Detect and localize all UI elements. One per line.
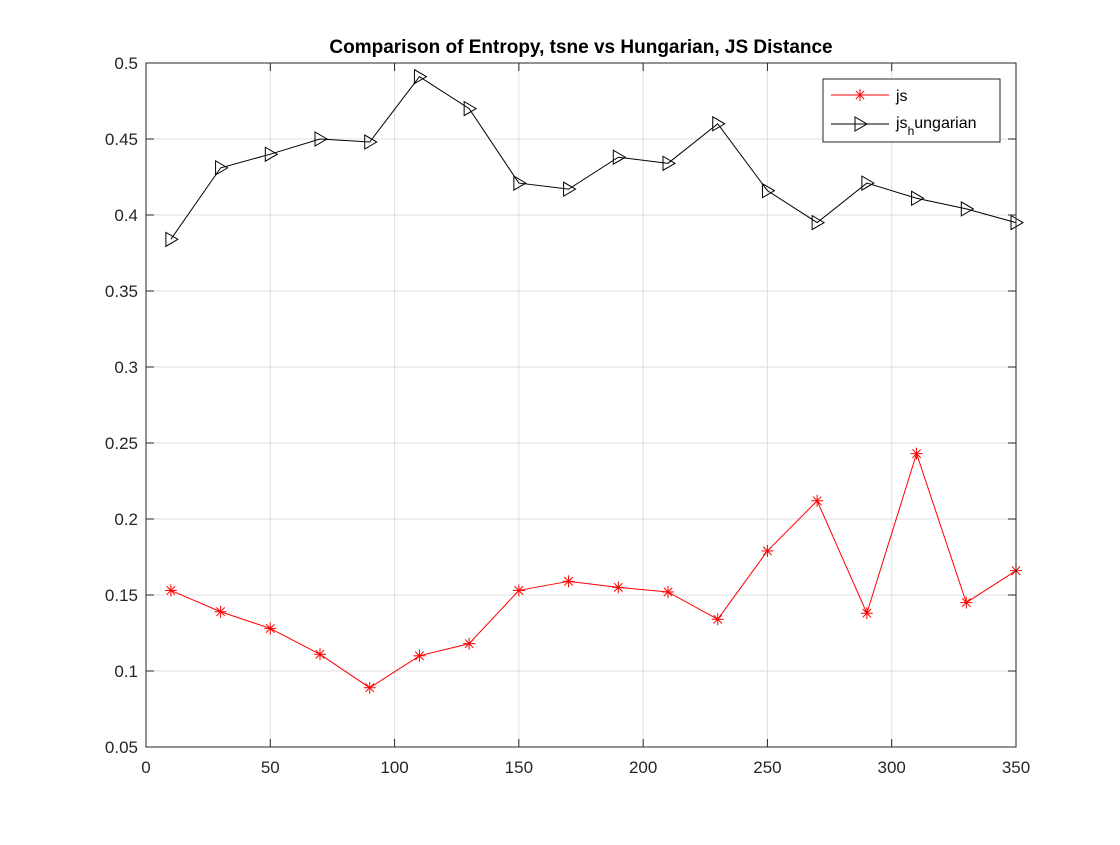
y-tick-label: 0.15 — [105, 586, 138, 605]
x-tick-label: 300 — [878, 758, 906, 777]
axes-box — [145, 62, 1017, 748]
y-tick-label: 0.05 — [105, 738, 138, 757]
data-point-js — [214, 605, 227, 618]
y-tick-label: 0.1 — [114, 662, 138, 681]
data-point-js — [413, 649, 426, 662]
series-js — [164, 447, 1022, 694]
data-point-js-hungarian — [612, 149, 627, 166]
data-point-js — [612, 581, 625, 594]
data-point-js-hungarian — [811, 214, 826, 231]
legend-js-label: js — [895, 88, 908, 105]
y-tick-label: 0.3 — [114, 358, 138, 377]
data-point-js — [761, 544, 774, 557]
chart-title: Comparison of Entropy, tsne vs Hungarian… — [329, 37, 832, 58]
x-tick-label: 0 — [141, 758, 150, 777]
x-tick-label: 100 — [380, 758, 408, 777]
data-point-js-hungarian — [861, 175, 875, 191]
data-point-js — [910, 447, 923, 460]
y-tick-label: 0.2 — [114, 510, 138, 529]
legend-js-asterisk — [854, 89, 866, 101]
y-tick-label: 0.25 — [105, 434, 138, 453]
data-point-js-hungarian — [1010, 214, 1024, 231]
y-tick-label: 0.45 — [105, 130, 138, 149]
data-point-js-hungarian — [563, 181, 577, 198]
data-point-js-hungarian — [215, 160, 229, 176]
data-point-js — [512, 584, 525, 597]
legend: js jshungarian — [822, 78, 1001, 143]
data-point-js-hungarian — [761, 182, 776, 199]
x-tick-label: 350 — [1002, 758, 1030, 777]
data-point-js — [811, 494, 824, 507]
data-point-js — [264, 622, 277, 635]
series-layer — [164, 68, 1024, 694]
data-point-js-hungarian — [463, 100, 478, 117]
data-point-js-hungarian — [364, 134, 378, 150]
data-point-js — [711, 613, 724, 626]
data-point-js-hungarian — [264, 146, 279, 163]
data-point-js-hungarian — [413, 68, 428, 85]
data-point-js — [662, 585, 674, 598]
x-tick-label: 50 — [261, 758, 280, 777]
legend-js-hungarian-triangle-marker — [854, 116, 868, 132]
data-point-js — [314, 648, 326, 661]
data-point-js-hungarian — [960, 201, 975, 217]
legend-js-asterisk-marker — [854, 89, 866, 101]
legend-box — [822, 78, 1001, 143]
data-point-js — [860, 607, 873, 620]
data-point-js — [164, 584, 177, 597]
data-point-js — [960, 596, 973, 609]
y-tick-label: 0.4 — [114, 206, 138, 225]
legend-js-hungarian-triangle — [854, 116, 868, 132]
series-js-hungarian — [165, 68, 1024, 248]
x-tick-label: 150 — [505, 758, 533, 777]
ticks: 0 50 100 150 200 250 300 350 0.05 0.1 0.15 0.2 0.25 0… — [105, 54, 1030, 777]
data-point-js — [463, 637, 476, 650]
data-point-js-hungarian — [911, 190, 925, 207]
data-point-js-hungarian — [662, 155, 676, 172]
data-point-js-hungarian — [712, 115, 726, 132]
y-tick-label: 0.5 — [114, 54, 138, 73]
data-point-js — [562, 575, 575, 588]
series-js-line — [170, 452, 1017, 689]
data-point-js-hungarian — [314, 131, 328, 147]
legend-js-hungarian-label: jshungarian — [895, 115, 977, 138]
x-tick-label: 200 — [629, 758, 657, 777]
data-point-js-hungarian — [513, 175, 527, 191]
data-point-js-hungarian — [165, 231, 179, 248]
y-tick-label: 0.35 — [105, 282, 138, 301]
plot-area — [146, 63, 1016, 747]
x-tick-label: 250 — [753, 758, 781, 777]
data-point-js — [363, 681, 376, 694]
series-js-hungarian-line — [170, 76, 1017, 240]
